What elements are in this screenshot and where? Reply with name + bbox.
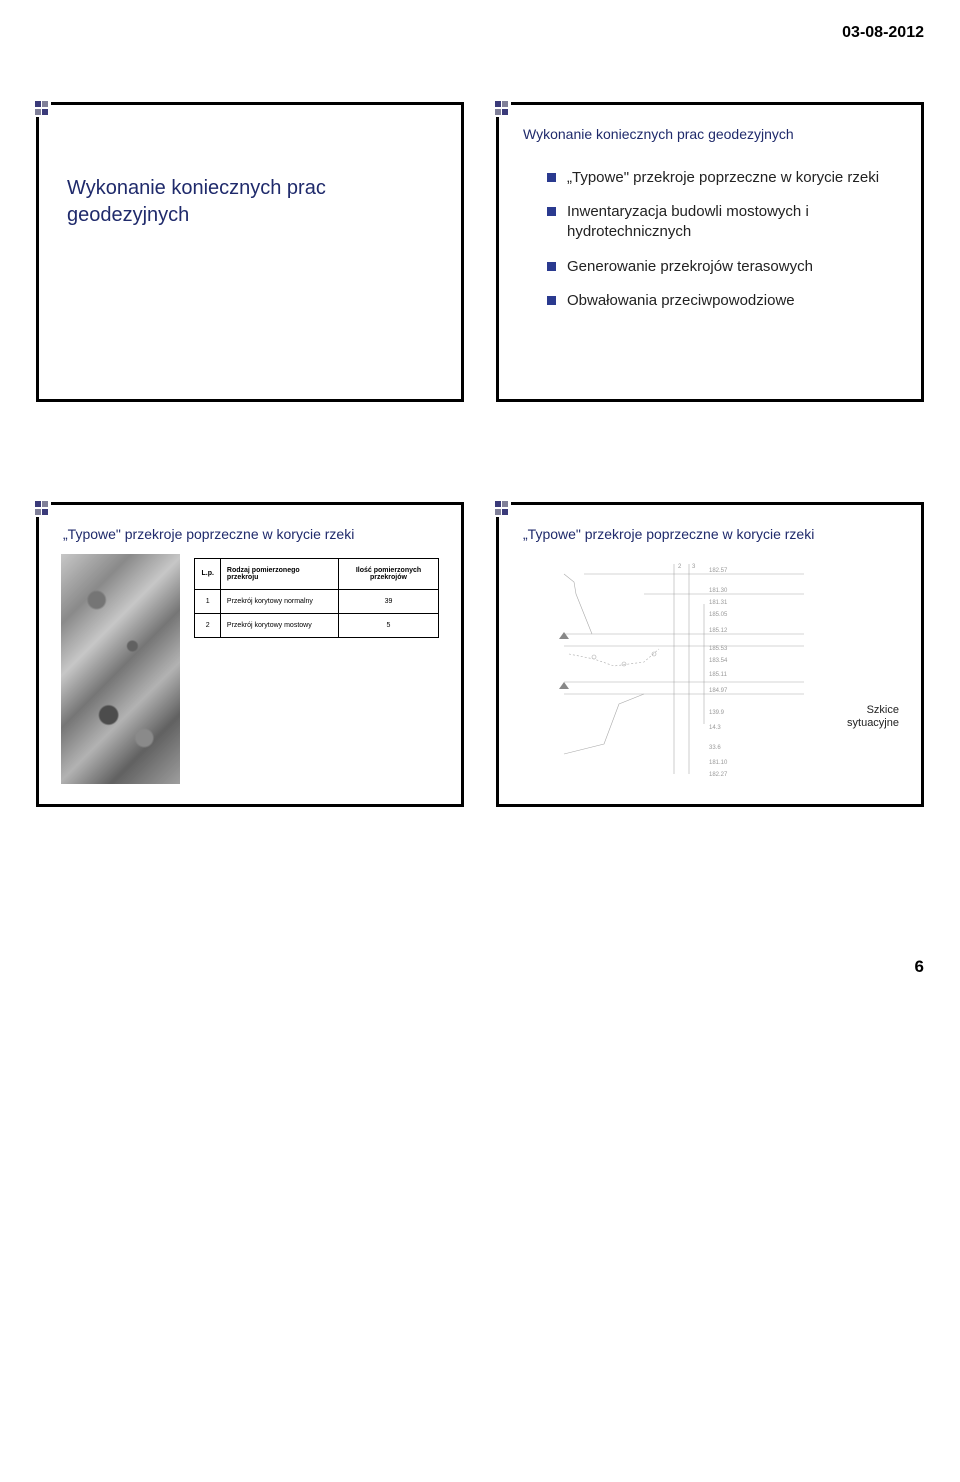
svg-text:185.53: 185.53 bbox=[709, 646, 728, 652]
profiles-table: L.p. Rodzaj pomierzonego przekroju Ilość… bbox=[194, 558, 439, 638]
svg-text:185.11: 185.11 bbox=[709, 672, 728, 678]
cell-count: 39 bbox=[339, 589, 439, 613]
cell-type: Przekrój korytowy normalny bbox=[220, 589, 338, 613]
table-header-row: L.p. Rodzaj pomierzonego przekroju Ilość… bbox=[195, 558, 439, 589]
corner-decor bbox=[33, 499, 51, 517]
th-type: Rodzaj pomierzonego przekroju bbox=[220, 558, 338, 589]
table-row: 1 Przekrój korytowy normalny 39 bbox=[195, 589, 439, 613]
panel-3-table-wrap: L.p. Rodzaj pomierzonego przekroju Ilość… bbox=[190, 554, 439, 784]
svg-text:182.57: 182.57 bbox=[709, 568, 728, 574]
page-number: 6 bbox=[36, 957, 924, 977]
svg-text:181.31: 181.31 bbox=[709, 600, 728, 606]
table-row: 2 Przekrój korytowy mostowy 5 bbox=[195, 613, 439, 637]
svg-text:182.27: 182.27 bbox=[709, 772, 728, 778]
panel-4-title: „Typowe" przekroje poprzeczne w korycie … bbox=[523, 525, 899, 544]
bullet-item: Generowanie przekrojów terasowych bbox=[547, 257, 899, 277]
svg-text:3: 3 bbox=[692, 564, 696, 570]
svg-text:181.30: 181.30 bbox=[709, 588, 728, 594]
svg-text:33.6: 33.6 bbox=[709, 745, 721, 751]
situation-sketch: 182.57 181.30 181.31 185.05 185.12 185.5… bbox=[521, 554, 827, 784]
panel-3-title: „Typowe" przekroje poprzeczne w korycie … bbox=[63, 525, 439, 544]
cell-lp: 2 bbox=[195, 613, 220, 637]
panel-4: „Typowe" przekroje poprzeczne w korycie … bbox=[496, 502, 924, 807]
panel-2: Wykonanie koniecznych prac geodezyjnych … bbox=[496, 102, 924, 402]
slide-row-1: Wykonanie koniecznych prac geodezyjnych … bbox=[36, 102, 924, 402]
svg-text:2: 2 bbox=[678, 564, 682, 570]
corner-decor bbox=[493, 99, 511, 117]
panel-3: „Typowe" przekroje poprzeczne w korycie … bbox=[36, 502, 464, 807]
svg-text:181.10: 181.10 bbox=[709, 760, 728, 766]
bullet-item: „Typowe" przekroje poprzeczne w korycie … bbox=[547, 168, 899, 188]
sketch-caption: Szkice sytuacyjne bbox=[835, 554, 899, 784]
panel-2-bullets: „Typowe" przekroje poprzeczne w korycie … bbox=[547, 168, 899, 311]
bullet-item: Inwentaryzacja budowli mostowych i hydro… bbox=[547, 202, 899, 243]
cell-count: 5 bbox=[339, 613, 439, 637]
svg-text:139.9: 139.9 bbox=[709, 710, 725, 716]
panel-1: Wykonanie koniecznych prac geodezyjnych bbox=[36, 102, 464, 402]
svg-text:185.05: 185.05 bbox=[709, 612, 728, 618]
svg-text:183.54: 183.54 bbox=[709, 658, 728, 664]
aerial-map-thumbnail bbox=[61, 554, 180, 784]
corner-decor bbox=[33, 99, 51, 117]
th-count: Ilość pomierzonych przekrojów bbox=[339, 558, 439, 589]
bullet-item: Obwałowania przeciwpowodziowe bbox=[547, 291, 899, 311]
panel-4-content: 182.57 181.30 181.31 185.05 185.12 185.5… bbox=[521, 554, 899, 784]
panel-3-content: L.p. Rodzaj pomierzonego przekroju Ilość… bbox=[61, 554, 439, 784]
header-date: 03-08-2012 bbox=[36, 24, 924, 42]
svg-text:184.97: 184.97 bbox=[709, 688, 728, 694]
cell-type: Przekrój korytowy mostowy bbox=[220, 613, 338, 637]
cell-lp: 1 bbox=[195, 589, 220, 613]
svg-text:185.12: 185.12 bbox=[709, 628, 728, 634]
th-lp: L.p. bbox=[195, 558, 220, 589]
panel-1-title: Wykonanie koniecznych prac geodezyjnych bbox=[67, 175, 439, 229]
corner-decor bbox=[493, 499, 511, 517]
slide-row-2: „Typowe" przekroje poprzeczne w korycie … bbox=[36, 502, 924, 807]
svg-text:14.3: 14.3 bbox=[709, 725, 721, 731]
panel-2-title: Wykonanie koniecznych prac geodezyjnych bbox=[523, 125, 899, 144]
